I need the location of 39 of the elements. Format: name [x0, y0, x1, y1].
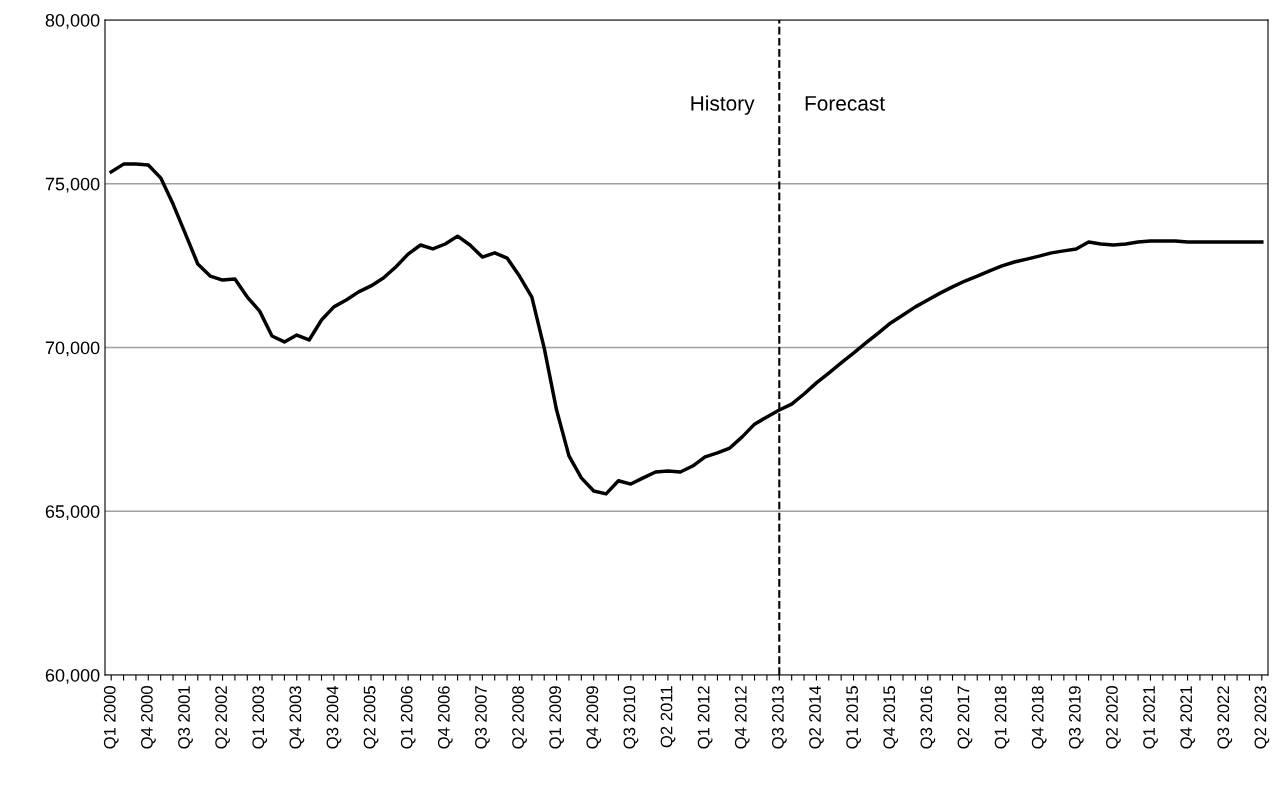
x-tick-label: Q2 2011	[660, 686, 676, 748]
x-tick-label: Q3 2016	[920, 686, 936, 749]
x-tick-label: Q1 2009	[549, 686, 565, 749]
y-tick-label: 60,000	[45, 668, 100, 684]
x-tick-label: Q3 2022	[1217, 686, 1233, 749]
x-tick-label: Q3 2004	[326, 685, 342, 749]
annotation: History	[691, 95, 755, 115]
x-tick-label: Q1 2021	[1143, 686, 1158, 749]
x-tick-label: Q2 2020	[1106, 686, 1121, 749]
x-tick-label: Q1 2003	[252, 686, 268, 749]
x-tick-label: Q2 2023	[1254, 686, 1270, 749]
x-tick-label: Q4 2015	[883, 686, 899, 749]
x-tick-label: Q4 2021	[1180, 686, 1196, 749]
x-tick-label: Q3 2001	[178, 686, 193, 749]
x-tick-label: Q4 2006	[437, 686, 453, 749]
x-tick-label: Q4 2000	[140, 686, 156, 749]
x-tick-label: Q4 2003	[289, 686, 305, 749]
x-tick-label: Q1 2000	[103, 686, 119, 749]
x-tick-label: Q3 2019	[1068, 686, 1084, 749]
y-tick-label: 80,000	[45, 13, 100, 29]
x-tick-label: Q2 2005	[363, 686, 379, 749]
x-tick-label: Q2 2017	[957, 686, 973, 749]
y-tick-label: 75,000	[45, 177, 100, 193]
x-tick-label: Q4 2018	[1031, 686, 1047, 749]
annotation: Forecast	[805, 96, 885, 111]
x-tick-label: Q3 2013	[771, 686, 787, 749]
x-tick-label: Q4 2009	[586, 686, 602, 749]
x-tick-label: Q1 2018	[994, 686, 1010, 749]
x-tick-label: Q1 2015	[846, 686, 861, 749]
x-tick-label: Q3 2010	[623, 686, 639, 749]
x-tick-label: Q3 2007	[475, 686, 490, 749]
x-tick-label: Q1 2006	[400, 686, 416, 749]
x-tick-label: Q4 2012	[734, 686, 750, 749]
y-tick-label: 70,000	[45, 341, 100, 357]
x-tick-label: Q2 2014	[809, 685, 824, 749]
x-tick-label: Q2 2002	[215, 686, 230, 749]
x-tick-label: Q1 2012	[697, 686, 713, 749]
x-tick-label: Q2 2008	[512, 686, 527, 749]
y-tick-label: 65,000	[45, 505, 100, 521]
